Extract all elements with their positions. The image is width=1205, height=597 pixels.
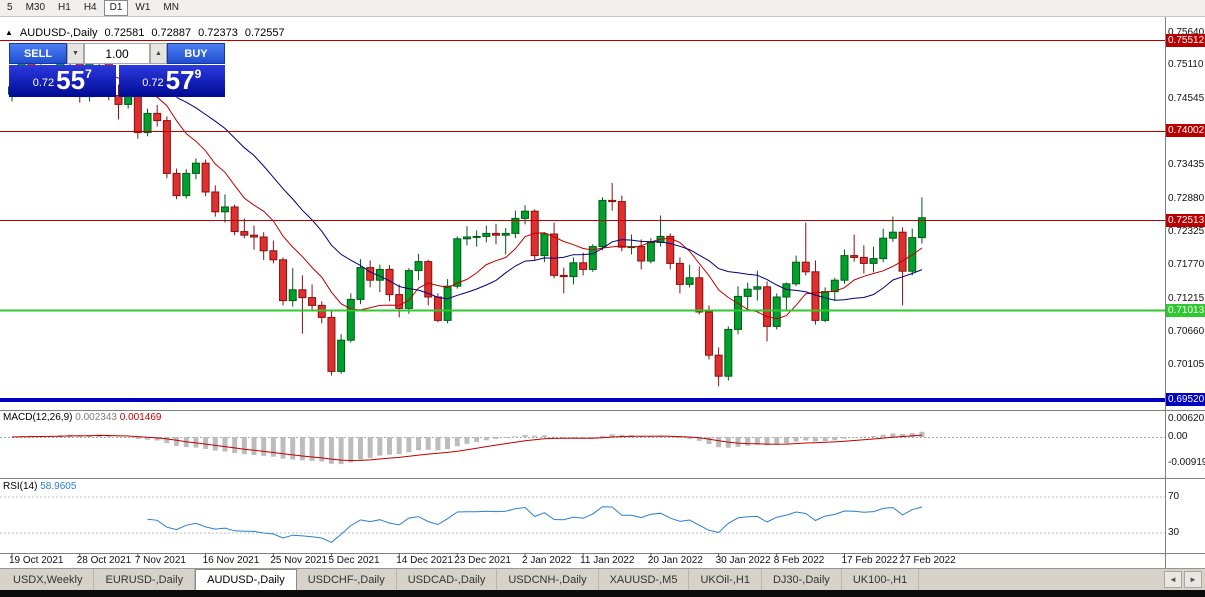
macd-axis-label: -0.00919 (1168, 457, 1205, 468)
chart-tabs: USDX,Weekly EURUSD-,Daily AUDUSD-,Daily USD… (0, 569, 920, 590)
chevron-up-icon: ▲ (155, 50, 162, 57)
ohlc-low: 0.72373 (198, 27, 238, 39)
price-line-badge: 0.72513 (1166, 213, 1205, 227)
tab-scroll-left-button[interactable]: ◄ (1164, 571, 1182, 588)
time-axis-label: 30 Jan 2022 (715, 555, 771, 566)
price-line-badge: 0.71013 (1166, 303, 1205, 317)
time-axis-label: 17 Feb 2022 (841, 555, 898, 566)
price-axis-label: 0.72880 (1168, 192, 1205, 204)
panel-separator (1166, 410, 1205, 411)
price-line-badge: 0.74002 (1166, 124, 1205, 138)
arrow-left-icon: ◄ (1169, 575, 1177, 584)
time-axis-label: 27 Feb 2022 (899, 555, 956, 566)
arrow-right-icon: ► (1189, 575, 1197, 584)
time-axis-label: 23 Dec 2021 (454, 555, 511, 566)
chart-title: ▲ AUDUSD-,Daily 0.72581 0.72887 0.72373 … (5, 27, 285, 39)
time-axis-label: 28 Oct 2021 (76, 555, 132, 566)
price-axis-label: 0.70105 (1168, 359, 1205, 371)
timeframe-button-h4[interactable]: H4 (83, 2, 97, 13)
buy-price-pip: 9 (194, 67, 202, 81)
time-axis-label: 8 Feb 2022 (773, 555, 825, 566)
price-axis-label: 0.74545 (1168, 92, 1205, 104)
price-axis-label: 0.71215 (1168, 292, 1205, 304)
macd-main-value: 0.002343 (75, 412, 117, 423)
rsi-name: RSI(14) (3, 481, 38, 492)
price-axis-label: 0.72325 (1168, 225, 1205, 237)
time-axis-label: 7 Nov 2021 (134, 555, 186, 566)
sell-price-button[interactable]: 0.72 55 7 (9, 65, 116, 97)
time-axis-label: 19 Oct 2021 (9, 555, 64, 566)
time-axis-label: 25 Nov 2021 (270, 555, 328, 566)
chart-tab-ukoil-h1[interactable]: UKOil-,H1 (689, 569, 762, 590)
timeframe-button-w1[interactable]: W1 (135, 2, 151, 13)
chart-tab-eurusd-daily[interactable]: EURUSD-,Daily (94, 569, 196, 590)
chart-tab-uk100-h1[interactable]: UK100-,H1 (842, 569, 920, 590)
chart-tab-dj30-daily[interactable]: DJ30-,Daily (762, 569, 842, 590)
time-axis-label: 5 Dec 2021 (328, 555, 380, 566)
one-click-trading-panel: SELL ▼ 1.00 ▲ BUY 0.72 55 7 0.72 57 9 (9, 43, 225, 97)
time-axis-label: 20 Jan 2022 (647, 555, 703, 566)
chart-tab-usdcad-daily[interactable]: USDCAD-,Daily (397, 569, 498, 590)
window-bottom-edge (0, 590, 1205, 597)
price-axis[interactable]: 0.75640 0.75110 0.74545 0.73435 0.72880 0.723… (1165, 17, 1205, 568)
sell-price-prefix: 0.72 (32, 77, 55, 89)
chart-canvas[interactable] (0, 17, 1165, 568)
panel-separator (1166, 553, 1205, 554)
buy-price-prefix: 0.72 (142, 77, 164, 89)
tab-scroll-controls: ◄ ► (1164, 571, 1202, 588)
buy-price-button[interactable]: 0.72 57 9 (118, 65, 225, 97)
macd-signal-value: 0.001469 (119, 412, 162, 423)
price-line-badge: 0.75512 (1166, 33, 1205, 47)
time-axis-label: 11 Jan 2022 (580, 555, 635, 566)
price-axis-label: 0.75640 (1168, 27, 1205, 38)
rsi-axis-label: 30 (1168, 527, 1180, 538)
timeframe-button-d1[interactable]: D1 (103, 0, 129, 16)
ohlc-open: 0.72581 (104, 27, 145, 39)
chart-tab-audusd-daily[interactable]: AUDUSD-,Daily (195, 569, 297, 590)
time-axis-label: 16 Nov 2021 (202, 555, 260, 566)
buy-price-big: 57 (165, 65, 195, 95)
rsi-axis-label: 70 (1168, 491, 1180, 502)
macd-indicator-label: MACD(12,26,9) 0.002343 0.001469 (3, 412, 161, 423)
timeframe-button-m30[interactable]: M30 (25, 2, 46, 13)
rsi-value: 58.9605 (40, 481, 77, 492)
chevron-down-icon: ▼ (72, 50, 79, 57)
price-axis-label: 0.73435 (1168, 159, 1205, 171)
timeframe-button-mn[interactable]: MN (163, 2, 179, 13)
price-line-badge: 0.69520 (1166, 393, 1205, 407)
buy-button[interactable]: BUY (167, 43, 225, 64)
price-axis-label: 0.71770 (1168, 259, 1205, 271)
price-axis-label: 0.70660 (1168, 325, 1205, 337)
chart-tab-usdcnh-daily[interactable]: USDCNH-,Daily (497, 569, 599, 590)
time-axis-label: 2 Jan 2022 (522, 555, 572, 566)
macd-name: MACD(12,26,9) (3, 412, 73, 423)
chart-symbol-label: AUDUSD-,Daily (19, 27, 98, 39)
timeframe-button-5[interactable]: 5 (7, 2, 13, 13)
ohlc-high: 0.72887 (151, 27, 192, 39)
chart-tab-xauusd-m5[interactable]: XAUUSD-,M5 (599, 569, 690, 590)
timeframe-button-h1[interactable]: H1 (58, 2, 71, 13)
timeframe-toolbar: 5 M30 H1 H4 D1 W1 MN (0, 0, 1205, 17)
sell-price-big: 55 (56, 65, 86, 95)
macd-axis-label: 0.006201 (1168, 413, 1205, 425)
price-axis-label: 0.75110 (1168, 58, 1204, 70)
chart-window: 0.75640 0.75110 0.74545 0.73435 0.72880 0.723… (0, 17, 1205, 568)
timeframe-bar: 5 M30 H1 H4 D1 W1 MN (1, 0, 186, 16)
chart-tab-usdchf-daily[interactable]: USDCHF-,Daily (297, 569, 397, 590)
chart-tab-bar: USDX,Weekly EURUSD-,Daily AUDUSD-,Daily USD… (0, 568, 1205, 590)
volume-input[interactable]: 1.00 (84, 43, 150, 64)
sell-button[interactable]: SELL (9, 43, 67, 64)
collapse-panel-icon[interactable]: ▲ (5, 28, 13, 37)
panel-separator (1166, 478, 1205, 479)
volume-increase-button[interactable]: ▲ (150, 43, 167, 64)
macd-axis-label: 0.00 (1168, 431, 1188, 442)
volume-decrease-button[interactable]: ▼ (67, 43, 84, 64)
tab-scroll-right-button[interactable]: ► (1184, 571, 1202, 588)
sell-price-pip: 7 (85, 67, 92, 81)
time-axis-label: 14 Dec 2021 (396, 555, 453, 566)
rsi-indicator-label: RSI(14) 58.9605 (3, 481, 76, 492)
chart-tab-usdx-weekly[interactable]: USDX,Weekly (2, 569, 95, 590)
ohlc-close: 0.72557 (244, 27, 285, 39)
